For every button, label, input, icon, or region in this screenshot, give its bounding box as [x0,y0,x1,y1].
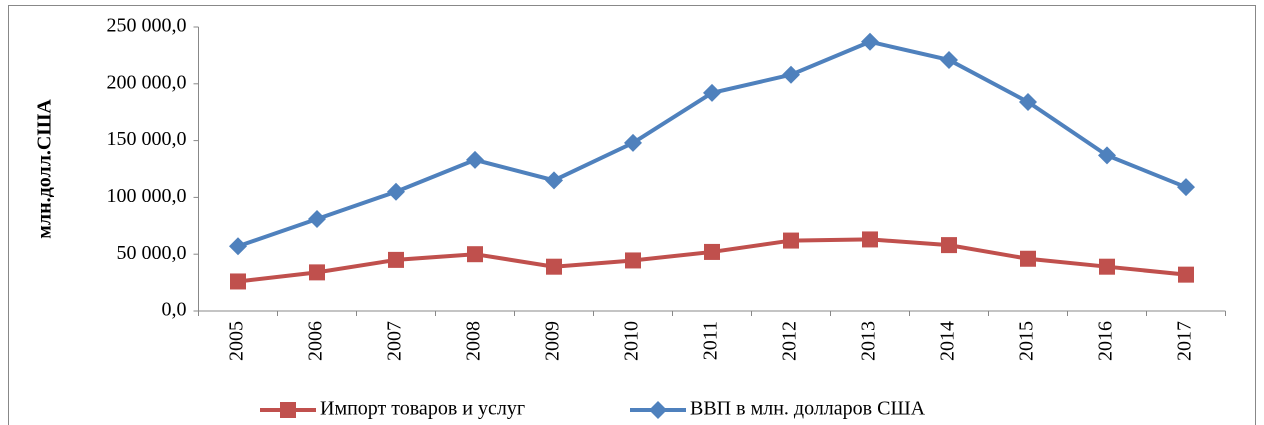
y-tick-label: 150 000,0 [107,128,187,150]
x-tick-label: 2014 [937,321,959,361]
data-point [624,133,642,152]
data-point [703,83,721,102]
data-point [388,251,404,268]
data-point [466,150,484,169]
data-point [545,171,563,190]
y-tick-label: 0,0 [162,299,187,321]
data-point [704,243,720,260]
legend-marker [280,402,296,418]
y-tick-label: 200 000,0 [107,71,187,93]
data-point [229,237,247,256]
x-tick-label: 2006 [305,321,327,361]
data-point [308,209,326,228]
data-point [1019,92,1037,111]
data-point [467,246,483,263]
x-tick-label: 2009 [542,321,564,361]
legend-marker [649,401,667,419]
y-tick-label: 250 000,0 [107,15,187,37]
data-point [309,264,325,281]
data-point [941,237,957,254]
x-tick-label: 2007 [384,321,406,361]
data-point [625,252,641,269]
data-point [940,50,958,69]
data-point [387,182,405,201]
x-tick-label: 2008 [463,321,485,361]
x-tick-label: 2013 [858,321,880,361]
data-point [782,65,800,84]
y-axis-label: млн.долл.США [34,99,56,239]
legend-label: ВВП в млн. долларов США [690,398,926,420]
data-point [1098,146,1116,165]
legend-label: Импорт товаров и услуг [320,398,525,420]
data-point [546,258,562,275]
x-tick-label: 2005 [226,321,248,361]
y-tick-label: 100 000,0 [107,185,187,207]
data-point [1020,250,1036,267]
data-point [1099,258,1115,275]
y-tick-label: 50 000,0 [117,242,187,264]
data-point [1177,178,1195,197]
x-tick-label: 2012 [779,321,801,361]
x-tick-label: 2010 [621,321,643,361]
data-point [1178,266,1194,283]
x-tick-label: 2016 [1095,321,1117,361]
data-point [783,232,799,249]
x-tick-label: 2011 [700,321,722,360]
data-point [862,231,878,248]
chart-border [8,5,1256,425]
data-point [230,273,246,290]
x-tick-label: 2015 [1016,321,1038,361]
data-point [861,32,879,51]
x-tick-label: 2017 [1174,321,1196,361]
